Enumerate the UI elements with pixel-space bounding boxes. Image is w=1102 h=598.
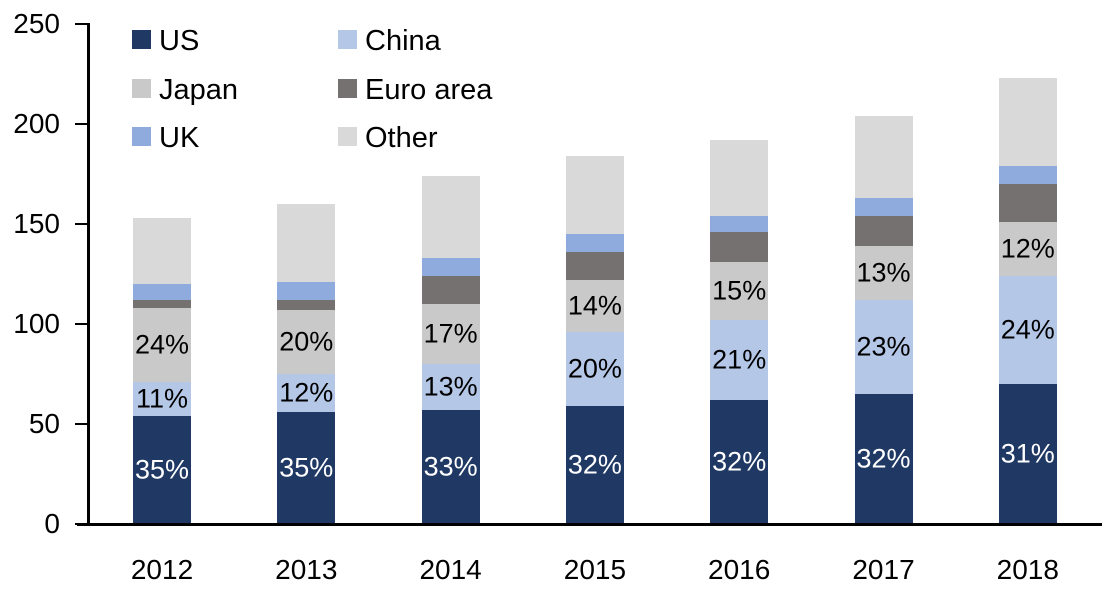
- legend-swatch-us: [132, 30, 151, 49]
- segment-percent-label: 35%: [279, 452, 334, 483]
- bar-segment-uk: [133, 284, 191, 300]
- bar-segment-other: [998, 78, 1057, 166]
- segment-percent-label: 11%: [135, 383, 189, 414]
- segment-percent-label: 31%: [1000, 438, 1055, 469]
- bar-segment-euro-area: [565, 252, 624, 280]
- bar-segment-japan: [998, 222, 1057, 276]
- bar-segment-other: [710, 140, 769, 216]
- bar-segment-china: [998, 276, 1057, 384]
- segment-percent-label: 20%: [567, 353, 622, 384]
- bar-segment-us: [565, 406, 624, 524]
- bar-segment-uk: [710, 216, 769, 232]
- legend-label-japan: Japan: [159, 73, 239, 106]
- y-axis-tick-label: 200: [13, 108, 60, 139]
- bar-segment-japan: [277, 310, 336, 374]
- bar-segment-us: [277, 412, 336, 524]
- y-axis-tick-label: 100: [13, 308, 60, 339]
- bar-segment-china: [565, 332, 624, 406]
- bar-segment-us: [421, 410, 480, 524]
- segment-percent-label: 15%: [712, 275, 767, 306]
- x-axis-category-label: 2017: [852, 554, 915, 585]
- segment-percent-label: 24%: [134, 329, 190, 360]
- bar-segment-china: [277, 374, 336, 412]
- y-axis-tick-mark: [75, 323, 87, 325]
- bar-segment-uk: [565, 234, 624, 252]
- bar-segment-euro-area: [998, 184, 1057, 222]
- legend-label-other: Other: [365, 122, 438, 154]
- bar-segment-uk: [421, 258, 480, 276]
- bar-segment-euro-area: [277, 300, 336, 310]
- bar-segment-uk: [998, 166, 1057, 184]
- segment-percent-label: 24%: [1000, 314, 1055, 345]
- legend-swatch-other: [338, 127, 357, 146]
- bar-segment-us: [710, 400, 769, 524]
- legend-label-uk: UK: [159, 122, 200, 154]
- legend-label-us: US: [159, 25, 200, 57]
- bar-segment-china: [710, 320, 769, 400]
- bar-segment-uk: [277, 282, 336, 300]
- segment-percent-label: 17%: [423, 318, 478, 349]
- x-axis-category-label: 2016: [708, 554, 771, 585]
- segment-percent-label: 12%: [279, 377, 334, 408]
- legend-swatch-euro-area: [338, 78, 357, 98]
- bar-segment-euro-area: [421, 276, 480, 304]
- y-axis-line: [87, 23, 90, 526]
- segment-percent-label: 21%: [712, 344, 767, 375]
- bar-segment-euro-area: [854, 216, 913, 246]
- bar-segment-other: [565, 156, 624, 234]
- legend-swatch-china: [338, 30, 357, 49]
- segment-percent-label: 13%: [856, 257, 911, 288]
- bar-segment-japan: [421, 304, 480, 364]
- segment-percent-label: 20%: [279, 326, 334, 357]
- y-axis-tick-mark: [75, 423, 87, 425]
- legend-label-euro-area: Euro area: [365, 73, 493, 106]
- segment-percent-label: 33%: [423, 451, 478, 482]
- y-axis-tick-mark: [75, 223, 87, 225]
- x-axis-category-label: 2015: [563, 554, 627, 585]
- bar-segment-uk: [854, 198, 913, 216]
- segment-percent-label: 32%: [712, 446, 767, 477]
- x-axis-category-label: 2018: [996, 554, 1059, 585]
- bar-segment-china: [854, 300, 913, 394]
- bar-segment-japan: [854, 246, 913, 300]
- bar-segment-us: [854, 394, 913, 524]
- bar-segment-china: [421, 364, 480, 410]
- legend-swatch-uk: [132, 127, 151, 146]
- segment-percent-label: 32%: [856, 443, 911, 474]
- bar-segment-other: [421, 176, 480, 258]
- bar-segment-japan: [133, 308, 191, 382]
- y-axis-tick-mark: [75, 23, 87, 25]
- bar-segment-us: [133, 416, 191, 524]
- legend-label-china: China: [365, 25, 441, 57]
- bar-segment-china: [133, 382, 191, 416]
- y-axis-tick-label: 50: [28, 408, 60, 439]
- x-axis-category-label: 2012: [130, 554, 194, 585]
- segment-percent-label: 23%: [856, 331, 911, 362]
- bar-segment-euro-area: [710, 232, 769, 262]
- bar-segment-other: [133, 218, 191, 284]
- bar-segment-japan: [710, 262, 769, 320]
- bar-segment-japan: [565, 280, 624, 332]
- bar-segment-us: [998, 384, 1057, 524]
- segment-percent-label: 13%: [423, 371, 478, 402]
- segment-percent-label: 12%: [1000, 233, 1055, 264]
- segment-percent-label: 14%: [567, 290, 622, 321]
- segment-percent-label: 35%: [134, 454, 190, 485]
- y-axis-tick-label: 150: [13, 208, 60, 239]
- bar-segment-euro-area: [133, 300, 191, 308]
- x-axis-line: [77, 523, 1102, 526]
- legend-swatch-japan: [132, 78, 151, 98]
- bar-segment-other: [854, 116, 913, 198]
- y-axis-tick-label: 0: [44, 508, 60, 539]
- x-axis-category-label: 2013: [275, 554, 338, 585]
- x-axis-category-label: 2014: [419, 554, 482, 585]
- y-axis-tick-mark: [75, 123, 87, 125]
- bar-segment-other: [277, 204, 336, 282]
- segment-percent-label: 32%: [567, 449, 622, 480]
- y-axis-tick-label: 250: [13, 8, 60, 39]
